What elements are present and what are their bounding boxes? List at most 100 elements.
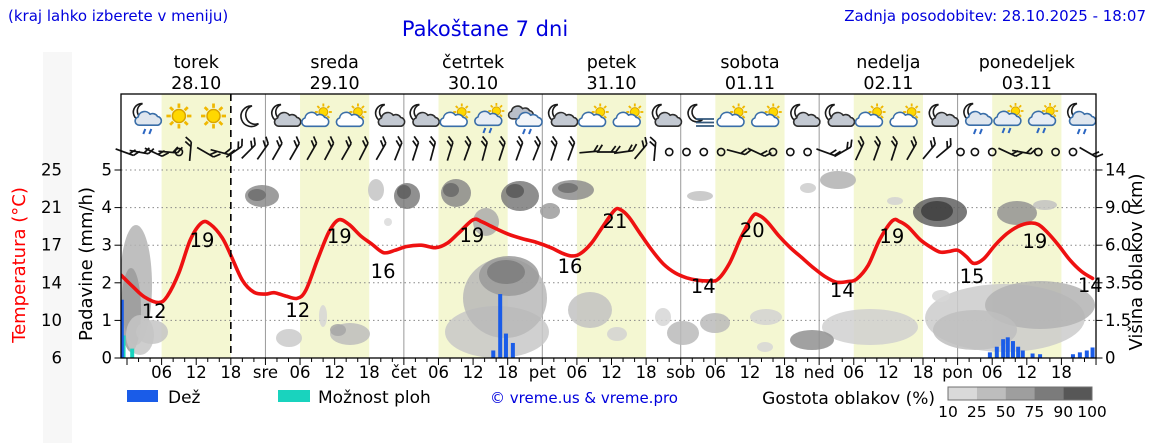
rain-bar <box>503 333 508 358</box>
weather-icon-sun-cloud-icon <box>854 103 886 128</box>
cloud-tick-label: 14 <box>1105 161 1126 180</box>
weather-icon-sun-cloud-rain-icon <box>993 102 1024 134</box>
cloud-blob <box>687 191 713 201</box>
cloud-blob <box>757 342 773 352</box>
precip-tick-label: 3 <box>102 236 113 255</box>
wind-barb-icon <box>579 144 604 154</box>
cloud-blob <box>558 183 578 193</box>
weather-icon-moon-cloud-icon <box>928 103 960 128</box>
cloud-scale-swatch <box>1034 387 1064 400</box>
wind-calm-icon <box>682 147 691 157</box>
weather-icon-sun-cloud-icon <box>577 103 609 128</box>
x-tick-label: 18 <box>220 363 241 382</box>
wind-barb-icon <box>271 136 283 161</box>
wind-barb-icon <box>256 136 270 160</box>
precip-bars <box>121 294 1095 358</box>
wind-barb-icon <box>906 136 918 161</box>
rain-bar <box>1084 350 1089 358</box>
cloud-blob <box>568 292 612 328</box>
wind-barb-icon <box>393 135 403 161</box>
cloud-scale-label: 90 <box>1053 403 1073 421</box>
x-tick-label: pet <box>529 363 557 382</box>
cloud-scale-label: 75 <box>1025 403 1045 421</box>
x-tick-label: 12 <box>324 363 345 382</box>
cloud-blob <box>1033 200 1057 210</box>
precip-tick-label: 0 <box>102 349 113 368</box>
cloud-blob <box>607 327 627 341</box>
frame-layer <box>120 93 1097 359</box>
cloud-density-layer <box>121 171 1095 358</box>
wind-barb-icon <box>129 147 155 155</box>
rain-bar <box>1077 352 1082 358</box>
cloud-blob <box>887 197 903 205</box>
day-date: 01.11 <box>725 74 775 94</box>
wind-calm-icon <box>1051 147 1060 157</box>
cloud-blob <box>933 310 1017 350</box>
wind-calm-icon <box>970 147 980 157</box>
day-date: 30.10 <box>448 74 498 94</box>
weather-icon-sun-cloud-rain-icon <box>1027 102 1059 134</box>
wind-calm-icon <box>768 147 778 157</box>
weather-icon-moon-cloud-icon <box>409 103 440 128</box>
wind-barb-icon <box>428 135 437 161</box>
x-tick-label: 06 <box>982 363 1003 382</box>
cloud-blob <box>921 201 953 221</box>
cloud-blob <box>820 171 856 189</box>
temperature-value-label: 20 <box>740 219 765 242</box>
precip-tick-label: 1 <box>102 311 113 330</box>
cloud-blob <box>136 320 168 344</box>
wind-barb-icon <box>463 135 472 161</box>
rain-bar <box>1016 346 1021 358</box>
wind-calm-icon <box>174 147 184 157</box>
temperature-value-label: 19 <box>879 225 904 248</box>
temperature-curve <box>121 206 1095 305</box>
weather-icon-sun-icon <box>166 103 192 129</box>
temp-axis-title: Temperatura (°C) <box>9 187 30 344</box>
cloud-scale-swatch <box>976 387 1006 400</box>
weather-icon-sun-cloud-icon <box>750 103 782 128</box>
temp-tick-label: 25 <box>41 161 62 180</box>
x-tick-label: 06 <box>151 363 172 382</box>
rain-legend-swatch <box>127 390 158 402</box>
wind-barb-icon <box>289 136 301 161</box>
temp-scale-strip <box>43 52 72 443</box>
temperature-value-label: 14 <box>830 279 855 302</box>
credit-link[interactable]: © vreme.us & vreme.pro <box>490 389 678 407</box>
cloud-scale-label: 50 <box>996 403 1016 421</box>
cloud-blob <box>985 281 1095 329</box>
wind-barb-icon <box>196 146 221 158</box>
wind-barb-icon <box>890 135 898 161</box>
temperature-value-label: 21 <box>603 210 628 233</box>
x-tick-label: 18 <box>636 363 657 382</box>
day-name: sobota <box>720 53 779 73</box>
x-tick-label: pon <box>942 363 973 382</box>
wind-barb-icon <box>649 136 657 162</box>
showers-legend-swatch <box>278 390 310 402</box>
temperature-value-label: 15 <box>960 265 985 288</box>
day-name: četrtek <box>442 53 505 73</box>
temperature-value-label: 14 <box>691 275 716 298</box>
cloud-blob <box>487 260 525 284</box>
day-date: 31.10 <box>586 74 636 94</box>
cloud-blob <box>822 309 918 345</box>
rain-bar <box>491 350 496 358</box>
rain-bar <box>994 346 999 358</box>
day-date: 03.11 <box>1002 74 1052 94</box>
x-tick-label: 12 <box>601 363 622 382</box>
x-tick-label: sre <box>253 363 278 382</box>
x-tick-label: 18 <box>359 363 380 382</box>
showers-legend-label: Možnost ploh <box>318 388 431 408</box>
weather-icon-moon-cloud-icon <box>374 103 406 128</box>
day-name: torek <box>174 53 220 73</box>
wind-barb-icon <box>872 135 882 161</box>
cloud-blob <box>750 309 782 325</box>
rain-bar <box>987 352 992 358</box>
day-date: 28.10 <box>171 74 221 94</box>
x-axis: 06 12 18 sre 06 12 18 čet 06 12 18 pet 06 12 18 sob 06 12… <box>126 358 1097 382</box>
precip-axis-title: Padavine (mm/h) <box>76 187 97 341</box>
plot-frame <box>120 93 1097 359</box>
precip-tick-label: 2 <box>102 273 113 292</box>
cloud-blob <box>997 201 1037 225</box>
x-tick-label: 12 <box>463 363 484 382</box>
wind-barb-icon <box>1079 146 1104 158</box>
